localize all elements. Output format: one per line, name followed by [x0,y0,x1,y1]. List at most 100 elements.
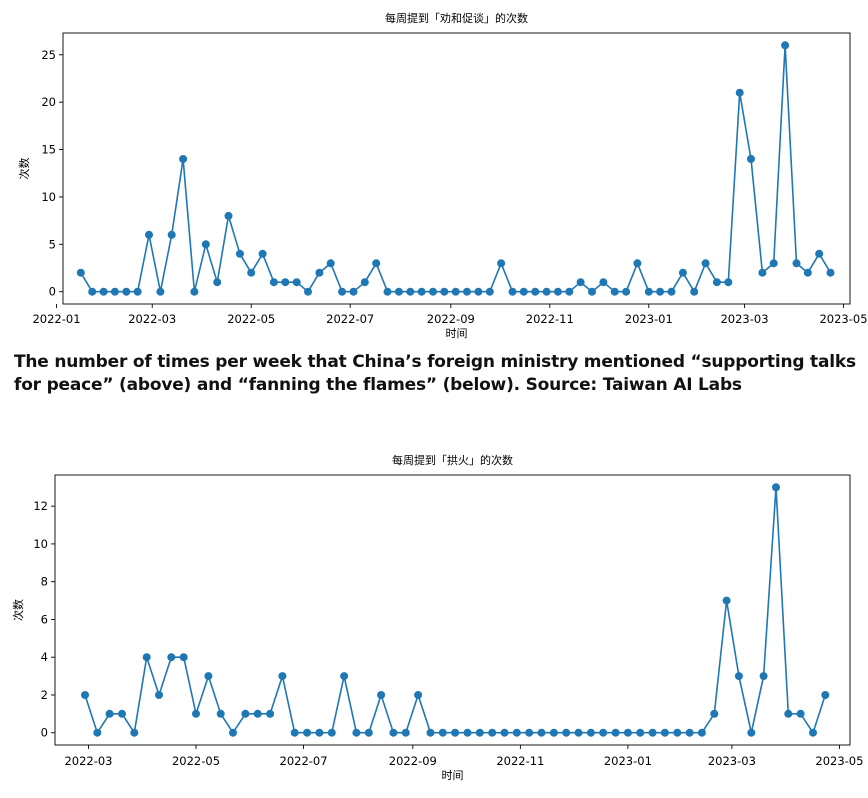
y-tick-label: 10 [41,190,56,204]
data-point [549,728,558,737]
data-point [303,728,312,737]
data-point [644,287,653,296]
data-point [803,268,812,277]
data-point [724,278,733,287]
y-tick-label: 10 [33,537,48,551]
data-point [690,287,699,296]
chart-supporting-talks: 每周提到「劝和促谈」的次数 2022-01 2022-03 2022-05 2022-0… [17,11,868,340]
data-point [426,728,435,737]
data-point [440,287,449,296]
data-point [488,728,497,737]
data-point [281,278,290,287]
data-point [133,287,142,296]
x-tick-label: 2022-05 [172,754,220,768]
y-tick-label: 0 [41,726,48,740]
data-point [537,728,546,737]
x-tick-label: 2023-03 [720,312,768,326]
data-point [258,249,267,258]
data-point [122,287,131,296]
data-point [179,155,188,163]
data-point [474,287,483,296]
data-point [519,287,528,296]
data-point [93,728,102,737]
data-point [247,268,256,277]
x-tick-label: 2022-03 [64,754,112,768]
data-point [636,728,645,737]
x-tick-label: 2023-05 [815,754,863,768]
data-point [269,278,278,287]
data-point [389,728,398,737]
data-point [224,211,233,220]
y-tick-label: 2 [41,688,48,702]
y-tick-label: 4 [41,650,48,664]
data-point [145,230,153,239]
x-tick-label: 2022-11 [526,312,574,326]
data-point [475,728,484,737]
data-point [500,728,509,737]
data-point [722,596,731,605]
x-tick-label: 2023-05 [819,312,867,326]
data-point [772,483,780,492]
data-point [290,728,299,737]
data-point [315,268,324,277]
data-point [667,287,676,296]
data-point [377,691,386,699]
data-point [586,728,595,737]
x-tick-label: 2022-05 [227,312,275,326]
data-point [508,287,517,296]
data-point [622,287,631,296]
data-point [105,709,114,718]
x-tick-label: 2022-07 [326,312,374,326]
data-point [815,249,824,258]
data-point [340,672,349,681]
data-point [463,728,472,737]
data-point [110,287,119,296]
data-point [710,709,719,718]
data-point [588,287,596,296]
data-point [599,728,608,737]
data-point [213,278,222,287]
data-point [678,268,687,277]
data-point [660,728,669,737]
data-point [712,278,721,287]
x-tick-label: 2023-01 [604,754,652,768]
data-point [349,287,358,296]
data-point [525,728,534,737]
data-point [497,259,506,268]
data-point [697,728,706,737]
data-point [553,287,562,296]
data-point [229,728,237,737]
data-point [633,259,642,268]
data-point [599,278,608,287]
data-point [88,287,97,296]
data-point [673,728,682,737]
y-tick-label: 12 [33,499,48,513]
data-point [201,240,210,249]
plot-frame [54,474,851,746]
data-point [253,709,262,718]
data-point [611,728,620,737]
data-point [406,287,415,296]
data-point [130,728,139,737]
x-tick-label: 2022-11 [496,754,544,768]
data-point [326,259,335,268]
data-point [360,278,369,287]
data-point [542,287,551,296]
data-point [451,287,460,296]
data-point [821,691,830,699]
data-point [292,278,301,287]
data-point [142,653,151,662]
chart-title: 每周提到「劝和促谈」的次数 [385,11,528,25]
data-point [81,691,89,699]
data-point [364,728,373,737]
x-tick-label: 2023-01 [625,312,673,326]
plot-frame [62,32,851,305]
data-point [735,88,744,97]
data-point [565,287,574,296]
y-axis-label: 次数 [11,599,25,621]
data-point [758,268,767,277]
data-point [747,155,755,163]
data-point [156,287,165,296]
data-point [204,672,213,681]
x-tick-label: 2022-07 [280,754,328,768]
